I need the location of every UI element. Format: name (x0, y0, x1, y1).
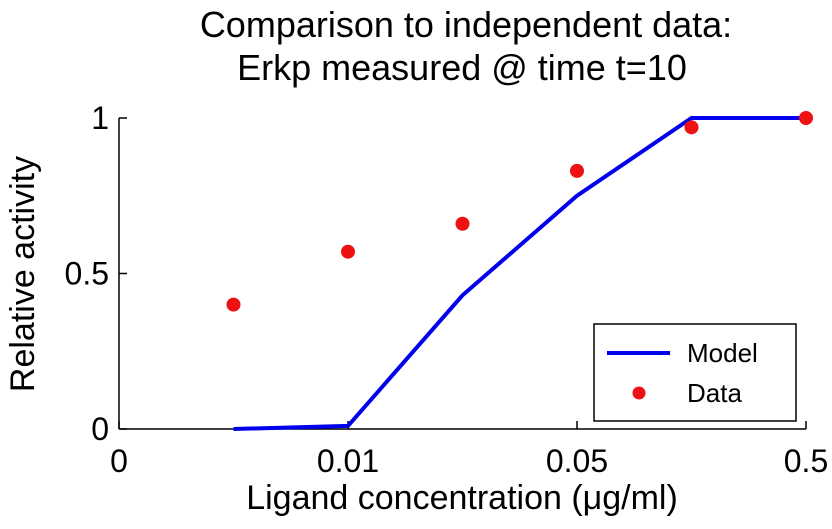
chart-title: Comparison to independent data: Erkp mea… (200, 4, 732, 88)
y-tick-label: 1 (91, 100, 109, 136)
x-tick-label: 0.05 (546, 443, 608, 479)
y-tick-label: 0 (91, 411, 109, 447)
y-axis-ticks: 00.51 (65, 100, 127, 447)
legend-box (593, 323, 797, 422)
legend: Model Data (593, 323, 797, 422)
data-point (799, 111, 813, 125)
data-point (455, 216, 470, 231)
y-tick-label: 0.5 (65, 256, 109, 292)
model-line (233, 116, 806, 431)
y-axis-label: Relative activity (4, 156, 42, 392)
x-tick-label: 0.01 (317, 443, 379, 479)
legend-model-label: Model (687, 338, 758, 368)
x-tick-label: 0 (110, 443, 128, 479)
legend-data-label: Data (687, 378, 742, 408)
legend-data-marker (632, 386, 646, 400)
data-point (684, 120, 699, 135)
data-point (341, 244, 355, 259)
x-axis-label: Ligand concentration (μg/ml) (246, 479, 678, 517)
x-axis-ticks: 0 0.01 0.05 0.5 (110, 421, 828, 479)
data-point (226, 297, 241, 312)
series-layer (226, 111, 813, 431)
chart-title-line-2: Erkp measured @ time t=10 (237, 47, 687, 88)
data-point (570, 163, 584, 178)
x-tick-label: 0.5 (784, 443, 828, 479)
chart-title-line-1: Comparison to independent data: (200, 4, 732, 45)
